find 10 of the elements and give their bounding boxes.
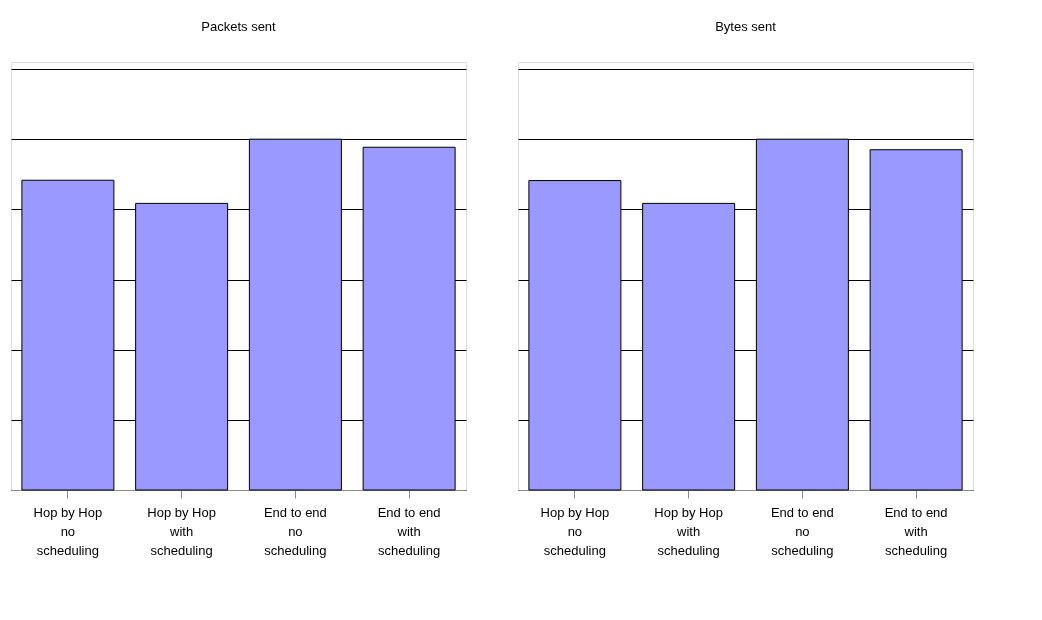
x-tick-label: End to end with scheduling bbox=[884, 504, 948, 558]
chart-title: Packets sent bbox=[201, 19, 277, 34]
x-tick-label: Hop by Hop no scheduling bbox=[540, 504, 610, 558]
x-tick-label: End to end with scheduling bbox=[377, 504, 441, 558]
x-tick-label: End to end no scheduling bbox=[263, 504, 327, 558]
x-tick-label: End to end no scheduling bbox=[770, 504, 834, 558]
x-tick-label: Hop by Hop no scheduling bbox=[33, 504, 103, 558]
x-tick-label: Hop by Hop with scheduling bbox=[147, 504, 216, 558]
chart-title: Bytes sent bbox=[715, 19, 777, 34]
x-tick-label: Hop by Hop with scheduling bbox=[654, 504, 723, 558]
